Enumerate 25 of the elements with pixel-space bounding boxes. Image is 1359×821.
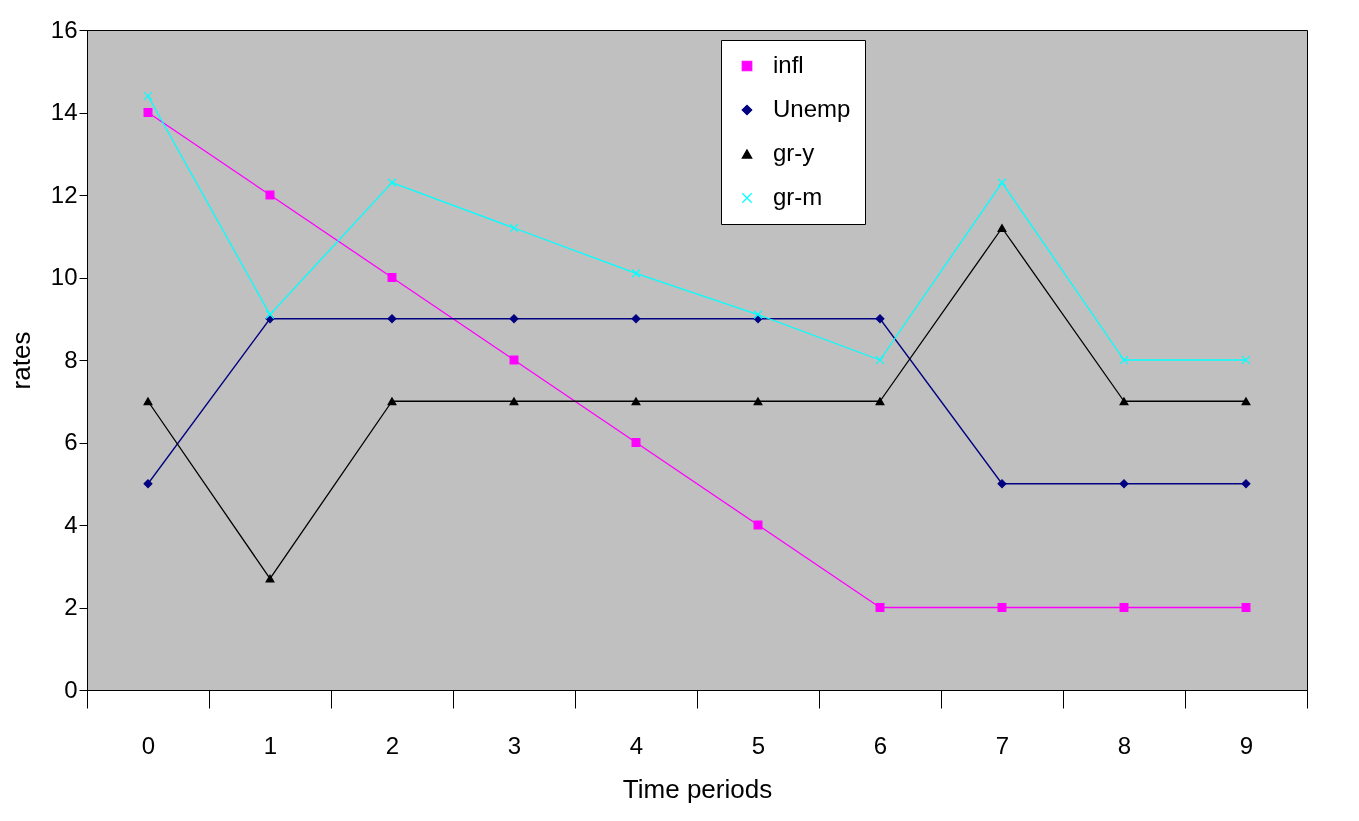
x-tick-label: 2 [385, 731, 400, 759]
y-tick-label: 2 [64, 593, 78, 620]
x-tick-label: 8 [1117, 731, 1132, 759]
y-axis-title: rates [5, 331, 36, 390]
legend-label: infl [773, 51, 804, 78]
y-tick-label: 0 [64, 675, 78, 703]
y-tick-label: 10 [50, 263, 78, 290]
x-tick-label: 4 [629, 731, 644, 759]
y-tick-label: 16 [50, 15, 78, 43]
x-tick-label: 7 [995, 731, 1010, 759]
x-tick-label: 9 [1239, 731, 1254, 759]
y-tick-label: 6 [64, 428, 78, 455]
x-tick-label: 6 [873, 731, 888, 759]
x-tick-label: 3 [507, 731, 522, 759]
y-tick-label: 4 [64, 510, 78, 538]
x-axis-title: Time periods [622, 773, 773, 804]
x-tick-label: 0 [141, 731, 156, 759]
x-tick-label: 1 [263, 731, 278, 759]
legend-label: gr-m [773, 183, 823, 210]
y-tick-label: 8 [64, 345, 78, 373]
y-tick-label: 12 [50, 180, 78, 208]
legend-label: gr-y [773, 139, 815, 166]
y-tick-label: 14 [50, 98, 78, 125]
x-tick-label: 5 [751, 731, 766, 759]
legend-label: Unemp [773, 95, 851, 122]
